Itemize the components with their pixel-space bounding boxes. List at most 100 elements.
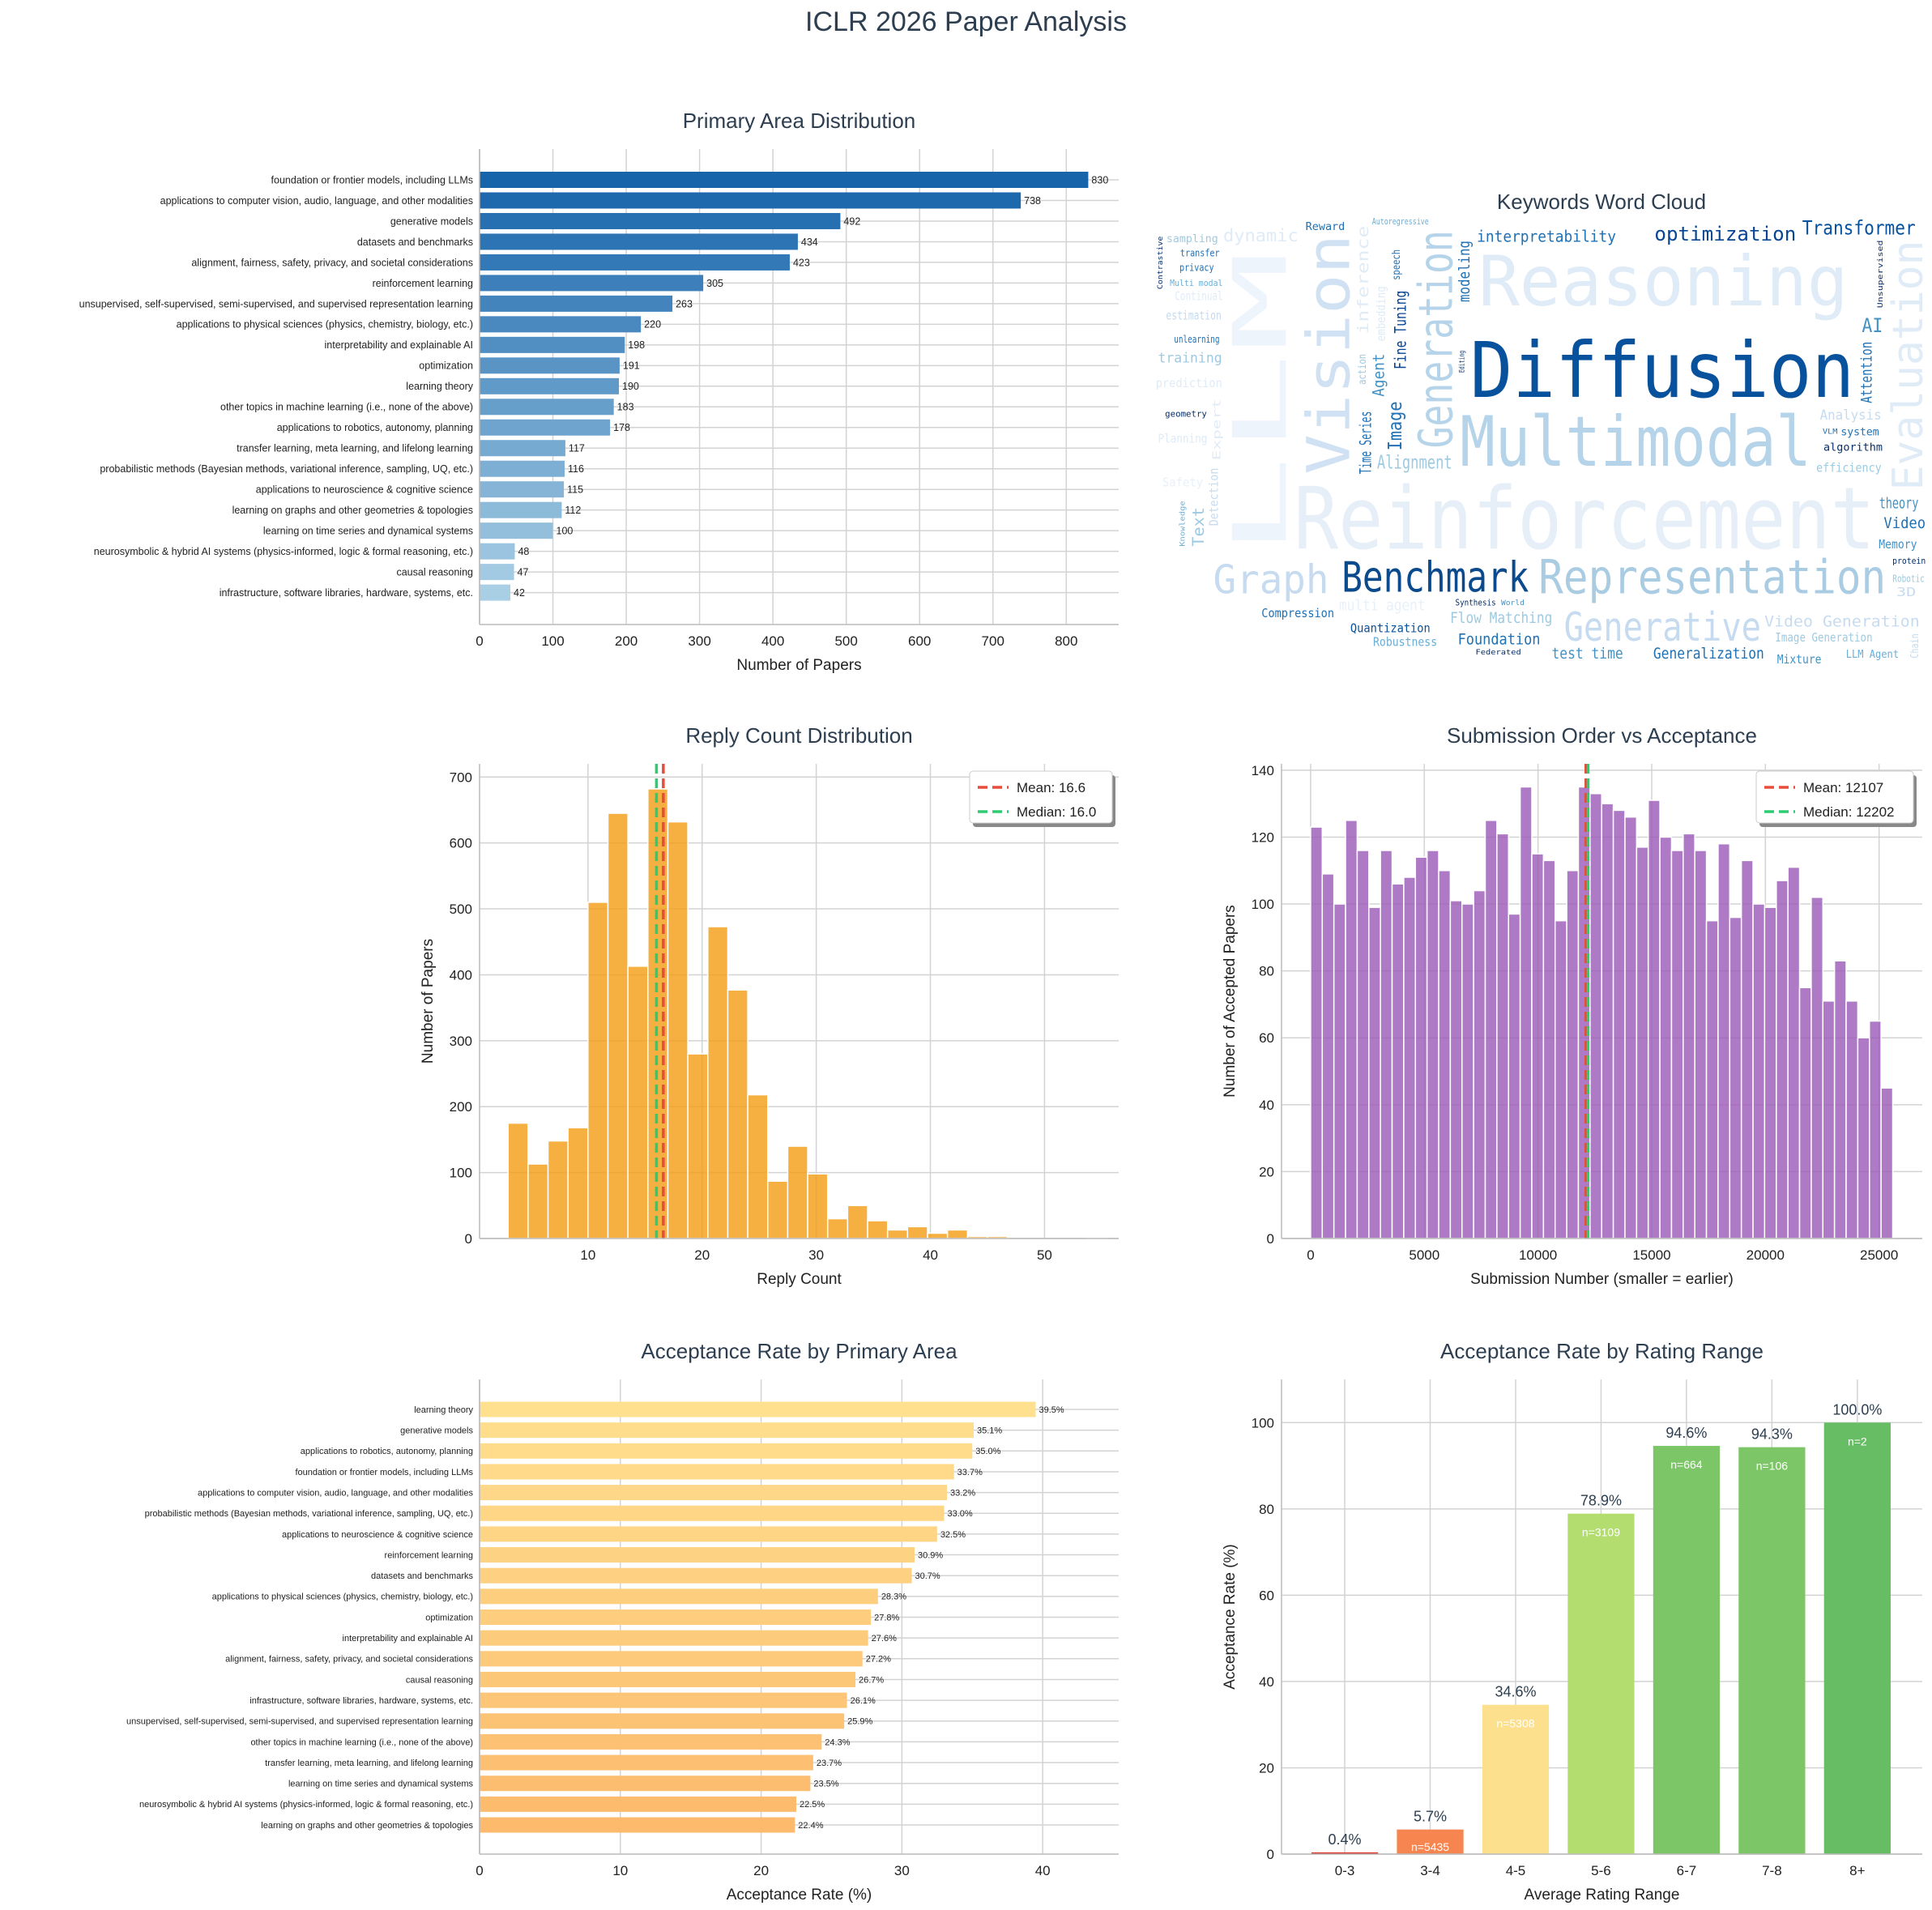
word-cloud-word: Analysis — [1820, 407, 1882, 423]
x-tick-label: 10 — [580, 1247, 595, 1263]
bar — [480, 1526, 937, 1542]
legend-box — [1755, 770, 1914, 824]
category-label: applications to computer vision, audio, … — [198, 1488, 473, 1498]
word-cloud-word: Reward — [1306, 220, 1346, 233]
histogram-bar — [1833, 960, 1847, 1239]
bar — [480, 192, 1021, 209]
y-tick-label: 80 — [1259, 964, 1274, 979]
category-label: applications to computer vision, audio, … — [160, 195, 473, 207]
bar — [480, 212, 841, 229]
category-label: learning on graphs and other geometries … — [232, 505, 473, 516]
category-label: causal reasoning — [396, 566, 473, 578]
histogram-bar — [1647, 799, 1661, 1239]
y-axis-label: Number of Papers — [420, 939, 437, 1064]
histogram-bar — [927, 1232, 949, 1239]
bar-value-label: 116 — [568, 463, 584, 475]
bar-value-label: 183 — [617, 402, 634, 413]
x-tick-label: 800 — [1055, 633, 1077, 649]
word-cloud-word: modeling — [1456, 241, 1474, 302]
bar-value-label: 492 — [843, 215, 860, 227]
bar — [480, 1609, 872, 1625]
histogram-bar — [507, 1122, 529, 1239]
word-cloud-word: Planning — [1158, 431, 1208, 446]
bar — [480, 419, 611, 436]
category-label: applications to neuroscience & cognitive… — [256, 484, 473, 496]
histogram-bar — [1764, 906, 1777, 1239]
legend-entry: Median: 12202 — [1803, 804, 1894, 820]
y-tick-label: 140 — [1252, 763, 1274, 778]
word-cloud-word: theory — [1879, 496, 1919, 513]
chart-title: Keywords Word Cloud — [1497, 190, 1706, 214]
word-cloud-word: Chain — [1909, 633, 1921, 658]
y-tick-label: 60 — [1259, 1030, 1274, 1046]
histogram-bar — [1566, 869, 1580, 1239]
histogram-bar — [1461, 903, 1474, 1239]
legend-entry: Median: 16.0 — [1017, 804, 1096, 820]
bar — [480, 172, 1089, 188]
category-label: infrastructure, software libraries, hard… — [220, 587, 473, 599]
word-cloud-word: estimation — [1166, 309, 1221, 323]
x-tick-label: 0 — [476, 1863, 483, 1878]
bar-value-label: 423 — [793, 257, 810, 268]
category-label: learning theory — [414, 1405, 473, 1415]
bar-value-label: 30.7% — [915, 1571, 940, 1581]
histogram-bar — [1857, 1037, 1870, 1239]
x-tick-label: 0 — [1307, 1247, 1314, 1263]
word-cloud-word: Image Generation — [1775, 630, 1872, 645]
bar — [480, 1485, 947, 1501]
histogram-bar — [707, 926, 729, 1239]
histogram-bar — [847, 1204, 868, 1239]
bar-value-label: 26.1% — [851, 1696, 876, 1706]
y-tick-label: 200 — [450, 1099, 472, 1115]
y-tick-label: 100 — [450, 1166, 472, 1181]
word-cloud-word: Continual — [1175, 288, 1222, 303]
y-axis-label: Number of Accepted Papers — [1222, 905, 1239, 1098]
x-axis-label: Number of Papers — [736, 657, 861, 674]
x-tick-label: 400 — [761, 633, 784, 649]
word-cloud-word: Video Generation — [1764, 614, 1920, 631]
histogram-bar — [1683, 833, 1695, 1239]
x-tick-label: 15000 — [1632, 1247, 1670, 1263]
word-cloud-word: Vision — [1295, 234, 1364, 475]
x-tick-label: 700 — [982, 633, 1004, 649]
word-cloud-word: geometry — [1165, 410, 1207, 420]
histogram-bar — [1449, 900, 1463, 1239]
y-tick-label: 20 — [1259, 1164, 1274, 1179]
word-cloud-word: Reasoning — [1478, 242, 1848, 322]
x-tick-label: 4-5 — [1506, 1863, 1526, 1878]
x-tick-label: 10 — [612, 1863, 628, 1878]
word-cloud-word: World — [1501, 599, 1525, 608]
category-label: foundation or frontier models, including… — [295, 1468, 473, 1477]
bar-value-label: 738 — [1024, 195, 1041, 207]
word-cloud-word: training — [1158, 350, 1222, 366]
word-cloud-word: Transformer — [1802, 216, 1916, 240]
histogram-bar — [1740, 859, 1754, 1239]
category-label: foundation or frontier models, including… — [271, 174, 473, 185]
bar-value-label: 190 — [622, 381, 639, 392]
bar-value-label: 24.3% — [825, 1737, 850, 1747]
bar-value-label: 33.7% — [957, 1468, 983, 1477]
histogram-chart: 0 100 200 300 400 500 600 700 10 20 30 40 50 Mean: 16… — [420, 723, 1119, 1288]
bar — [480, 1588, 878, 1605]
word-cloud-word: Alignment — [1377, 453, 1452, 474]
histogram-bar — [1798, 987, 1812, 1239]
word-cloud-word: efficiency — [1816, 461, 1882, 475]
bar — [480, 440, 565, 457]
category-label: learning on time series and dynamical sy… — [288, 1780, 474, 1789]
histogram-bar — [1426, 850, 1439, 1239]
chart-title: Primary Area Distribution — [683, 109, 916, 133]
rating-bar-chart: 0 20 40 60 80 100 0-3 3-4 4-5 5-6 6-7 7-8 8+ 0.4% 5.7%… — [1222, 1339, 1922, 1904]
histogram-bar — [1624, 816, 1638, 1239]
category-label: neurosymbolic & hybrid AI systems (physi… — [139, 1800, 473, 1810]
word-cloud-word: Editing — [1459, 351, 1467, 373]
x-axis-label: Submission Number (smaller = earlier) — [1470, 1271, 1734, 1288]
bar — [1397, 1829, 1464, 1854]
bar — [480, 357, 620, 374]
bar — [480, 295, 673, 312]
word-cloud-word: Robustness — [1373, 635, 1437, 650]
bar-value-label: 78.9% — [1580, 1493, 1622, 1509]
legend: Mean: 16.6 Median: 16.0 — [969, 770, 1115, 827]
word-cloud-word: Robotic — [1892, 573, 1925, 585]
word-cloud-word: Expert — [1211, 399, 1224, 460]
